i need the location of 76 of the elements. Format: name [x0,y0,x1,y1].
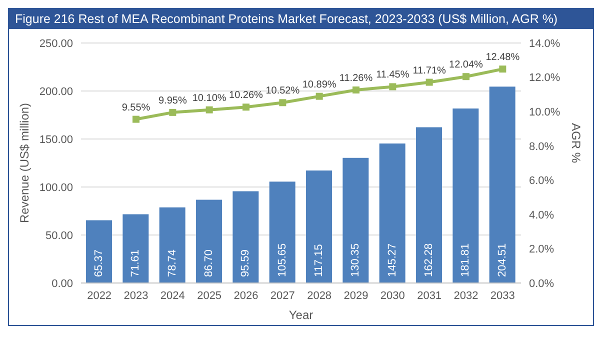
y-tick-label: 200.00 [39,86,73,98]
data-label: 181.81 [460,243,472,277]
x-axis-title: Year [288,308,314,322]
bar [306,170,332,283]
bar [416,127,442,283]
y2-axis-title: AGR % [568,122,583,164]
x-tick-label: 2028 [307,290,332,302]
data-label: 145.27 [386,243,398,277]
data-label: 162.28 [423,243,435,277]
y2-tick-label: 0.0% [529,278,554,290]
y-tick-label: 150.00 [39,134,73,146]
bar [86,220,112,283]
x-tick-label: 2026 [234,290,258,302]
data-label: 117.15 [313,244,325,277]
data-label: 65.37 [93,249,105,277]
x-tick-label: 2033 [490,290,515,302]
bar [122,214,149,283]
point [389,83,396,90]
y-tick-label: 50.00 [45,230,73,242]
point [132,116,140,123]
data-label: 11.45% [376,70,410,81]
bar [342,158,369,283]
data-label: 9.95% [158,95,187,106]
x-tick-label: 2032 [454,290,478,302]
data-label: 10.89% [302,79,336,90]
point [499,66,506,73]
data-label: 11.71% [412,65,446,76]
data-label: 10.10% [192,92,226,104]
x-tick-label: 2029 [344,290,368,302]
bar [196,200,222,283]
x-tick-label: 2024 [160,290,185,302]
data-label: 12.04% [449,60,484,71]
data-label: 78.74 [166,249,178,277]
point [206,106,213,114]
point [242,104,250,111]
point [426,78,433,86]
bar [452,108,479,283]
data-label: 71.61 [130,249,142,277]
point [316,92,323,100]
bar [269,182,296,283]
bar [489,86,516,283]
data-label: 10.26% [229,90,264,102]
data-label: 86.70 [203,249,215,277]
x-tick-label: 2025 [197,290,222,302]
x-tick-label: 2031 [417,290,442,302]
y-tick-label: 250.00 [39,38,73,50]
y-axis-title: Revenue (US$ million) [17,102,32,223]
bar [379,144,406,283]
y2-tick-label: 6.0% [529,175,554,188]
x-tick-label: 2023 [124,290,148,302]
point [352,86,360,94]
y2-tick-label: 10.0% [529,106,560,118]
point [169,108,176,116]
data-label: 9.55% [122,102,150,114]
y-tick-label: 0.00 [52,278,73,290]
chart-title: Figure 216 Rest of MEA Recombinant Proteins Market Forecast, 2023-2033 (US$ Million, AGR %) [9,9,593,29]
x-tick-label: 2027 [270,290,295,302]
data-label: 204.51 [496,243,508,277]
data-label: 105.65 [276,243,288,277]
point [279,99,286,106]
data-label: 10.52% [266,86,300,97]
data-label: 11.26% [339,72,373,84]
y2-tick-label: 2.0% [529,244,554,256]
data-label: 95.59 [240,249,252,277]
x-tick-label: 2030 [380,290,405,302]
y-tick-label: 100.00 [39,182,73,194]
bar [159,207,186,283]
data-label: 12.48% [486,52,520,64]
y2-tick-label: 14.0% [529,38,560,50]
y2-tick-label: 12.0% [529,72,560,84]
point [462,73,470,80]
y2-tick-label: 4.0% [529,209,554,222]
y2-tick-label: 8.0% [529,140,554,153]
x-tick-label: 2022 [87,290,112,302]
data-label: 130.35 [350,243,362,277]
bar [232,191,259,283]
